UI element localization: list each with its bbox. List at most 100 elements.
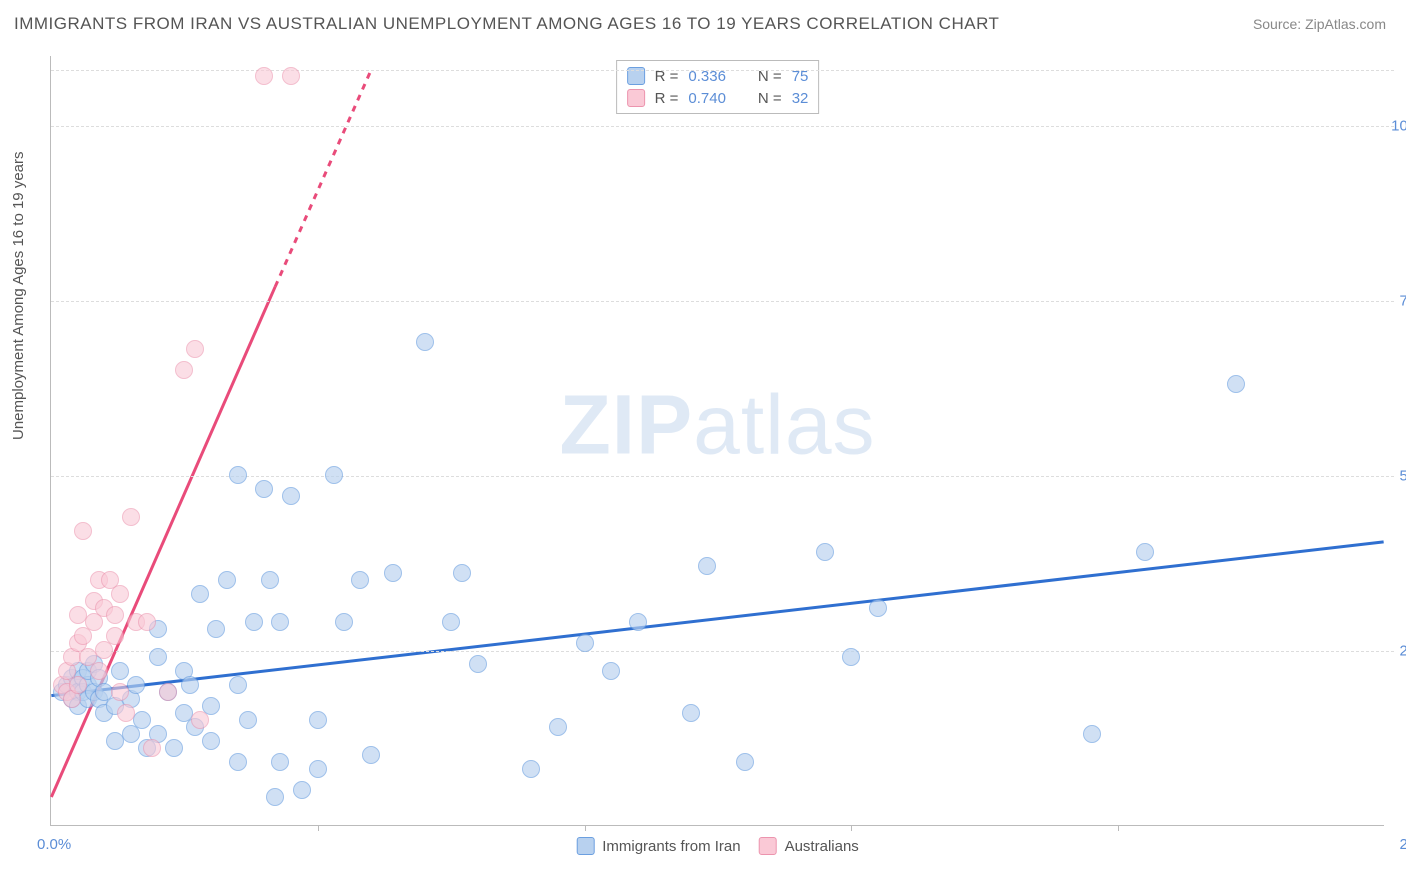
data-point-iran	[271, 753, 289, 771]
data-point-iran	[271, 613, 289, 631]
r-label: R =	[655, 90, 679, 107]
data-point-australians	[111, 683, 129, 701]
data-point-iran	[384, 564, 402, 582]
data-point-australians	[159, 683, 177, 701]
data-point-iran	[133, 711, 151, 729]
data-point-australians	[106, 627, 124, 645]
data-point-iran	[149, 648, 167, 666]
data-point-iran	[1083, 725, 1101, 743]
data-point-iran	[698, 557, 716, 575]
trend-lines-layer	[51, 56, 1384, 825]
data-point-iran	[207, 620, 225, 638]
data-point-iran	[362, 746, 380, 764]
legend-item-australians: Australians	[759, 837, 859, 855]
watermark: ZIPatlas	[559, 377, 875, 474]
data-point-iran	[181, 676, 199, 694]
data-point-iran	[549, 718, 567, 736]
y-tick-label: 100.0%	[1391, 118, 1406, 135]
data-point-iran	[351, 571, 369, 589]
data-point-iran	[309, 760, 327, 778]
data-point-iran	[261, 571, 279, 589]
data-point-iran	[218, 571, 236, 589]
data-point-australians	[282, 67, 300, 85]
data-point-australians	[69, 676, 87, 694]
data-point-iran	[469, 655, 487, 673]
legend-row-iran: R = 0.336 N = 75	[627, 65, 809, 87]
data-point-iran	[576, 634, 594, 652]
x-tick-start: 0.0%	[37, 836, 71, 853]
data-point-iran	[229, 753, 247, 771]
data-point-iran	[229, 676, 247, 694]
data-point-iran	[245, 613, 263, 631]
data-point-iran	[602, 662, 620, 680]
data-point-australians	[111, 585, 129, 603]
data-point-australians	[90, 662, 108, 680]
x-tick-end: 25.0%	[1399, 836, 1406, 853]
data-point-iran	[522, 760, 540, 778]
gridline	[51, 126, 1394, 127]
gridline	[51, 651, 1394, 652]
swatch-iran	[576, 837, 594, 855]
data-point-iran	[1136, 543, 1154, 561]
data-point-iran	[165, 739, 183, 757]
chart-title: IMMIGRANTS FROM IRAN VS AUSTRALIAN UNEMP…	[14, 14, 999, 34]
data-point-australians	[175, 361, 193, 379]
data-point-iran	[255, 480, 273, 498]
scatter-plot-area: ZIPatlas R = 0.336 N = 75 R = 0.740 N = …	[50, 56, 1384, 826]
data-point-australians	[191, 711, 209, 729]
source-attribution: Source: ZipAtlas.com	[1253, 16, 1386, 32]
gridline	[51, 301, 1394, 302]
n-value-australians: 32	[792, 90, 809, 107]
data-point-australians	[186, 340, 204, 358]
data-point-iran	[869, 599, 887, 617]
series-label-iran: Immigrants from Iran	[602, 838, 740, 855]
data-point-iran	[266, 788, 284, 806]
data-point-iran	[191, 585, 209, 603]
gridline	[51, 70, 1394, 71]
n-label: N =	[758, 90, 782, 107]
legend-row-australians: R = 0.740 N = 32	[627, 87, 809, 109]
y-tick-label: 50.0%	[1399, 468, 1406, 485]
data-point-australians	[138, 613, 156, 631]
data-point-australians	[255, 67, 273, 85]
swatch-australians	[627, 89, 645, 107]
series-label-australians: Australians	[785, 838, 859, 855]
swatch-australians	[759, 837, 777, 855]
data-point-australians	[122, 508, 140, 526]
data-point-iran	[736, 753, 754, 771]
data-point-iran	[453, 564, 471, 582]
data-point-iran	[309, 711, 327, 729]
data-point-australians	[106, 606, 124, 624]
data-point-australians	[117, 704, 135, 722]
legend-item-iran: Immigrants from Iran	[576, 837, 740, 855]
data-point-iran	[416, 333, 434, 351]
data-point-iran	[127, 676, 145, 694]
data-point-iran	[229, 466, 247, 484]
data-point-iran	[325, 466, 343, 484]
data-point-iran	[629, 613, 647, 631]
data-point-iran	[282, 487, 300, 505]
x-tick-mark	[585, 825, 586, 831]
data-point-iran	[202, 732, 220, 750]
data-point-iran	[1227, 375, 1245, 393]
series-legend: Immigrants from Iran Australians	[576, 837, 859, 855]
x-tick-mark	[851, 825, 852, 831]
gridline	[51, 476, 1394, 477]
data-point-iran	[239, 711, 257, 729]
data-point-australians	[74, 522, 92, 540]
y-axis-label: Unemployment Among Ages 16 to 19 years	[10, 151, 27, 440]
data-point-iran	[293, 781, 311, 799]
data-point-iran	[111, 662, 129, 680]
y-tick-label: 75.0%	[1399, 293, 1406, 310]
y-tick-label: 25.0%	[1399, 643, 1406, 660]
data-point-iran	[842, 648, 860, 666]
correlation-legend: R = 0.336 N = 75 R = 0.740 N = 32	[616, 60, 820, 114]
data-point-iran	[682, 704, 700, 722]
r-value-australians: 0.740	[688, 90, 726, 107]
data-point-australians	[143, 739, 161, 757]
data-point-iran	[442, 613, 460, 631]
x-tick-mark	[1118, 825, 1119, 831]
data-point-iran	[816, 543, 834, 561]
x-tick-mark	[318, 825, 319, 831]
data-point-iran	[335, 613, 353, 631]
